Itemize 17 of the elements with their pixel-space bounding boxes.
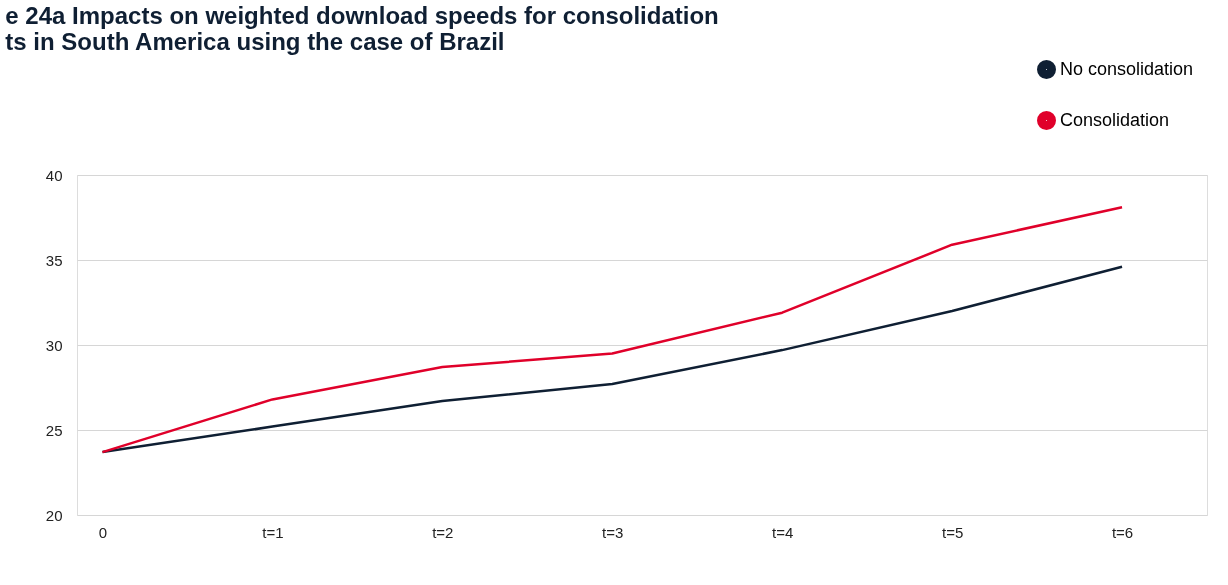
text: ts in South America using the case of Brazil	[5, 28, 505, 55]
y-tick-label: 35	[45, 251, 63, 269]
x-tick-label: t=4	[772, 523, 794, 541]
y-tick-label: 20	[45, 506, 63, 524]
x-tick-label: t=1	[262, 523, 284, 541]
y-tick-label: 25	[45, 421, 63, 439]
x-tick-label: t=2	[432, 523, 454, 541]
legend-label: Consolidation	[1060, 109, 1170, 130]
text: e 24a Impacts on weighted download speeds for consolidation	[5, 2, 719, 29]
x-tick-label: t=5	[941, 523, 964, 541]
x-tick-label: 0	[98, 523, 108, 541]
y-tick-label: 40	[45, 166, 63, 184]
x-tick-label: t=3	[602, 523, 624, 541]
line-series	[101, 206, 1124, 454]
y-tick-label: 30	[45, 336, 63, 354]
legend-label: No consolidation	[1060, 58, 1194, 79]
x-tick-label: t=6	[1111, 523, 1134, 541]
